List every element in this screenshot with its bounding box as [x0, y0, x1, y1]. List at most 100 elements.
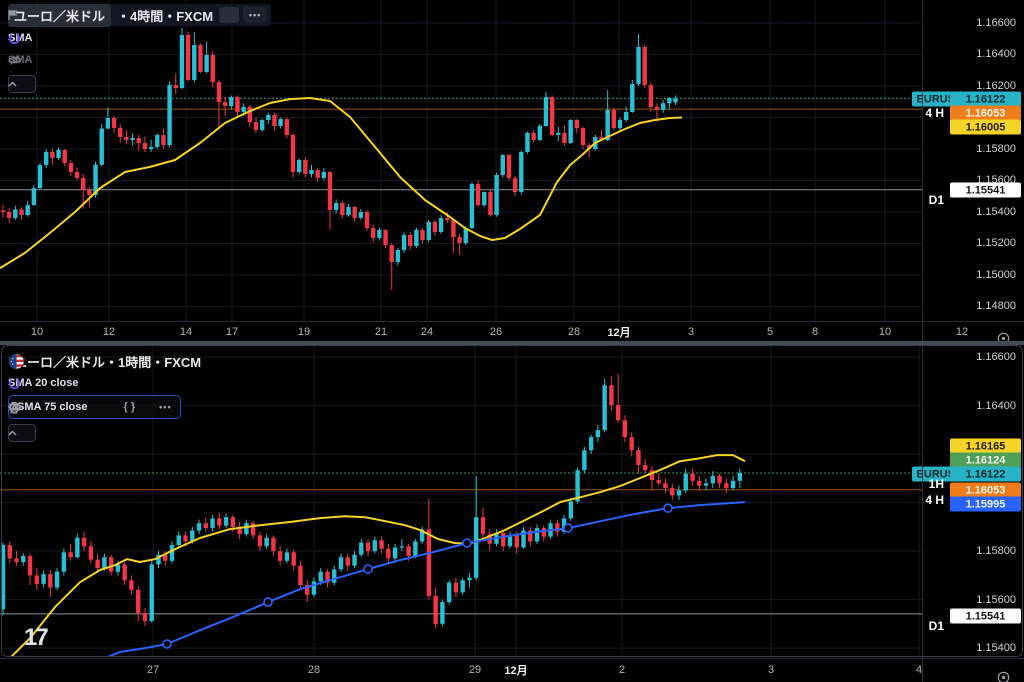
indicator-row-sma[interactable]: SMA: [8, 28, 39, 48]
bottom-chart-title[interactable]: ユーロ／米ドル・1時間・FXCM: [8, 351, 201, 371]
candle-body: [311, 581, 317, 595]
candle-body: [161, 134, 166, 146]
flag-icon[interactable]: [8, 7, 240, 23]
time-axis-label: 12: [955, 326, 969, 338]
time-axis-label: 4: [915, 664, 923, 676]
indicator-row-sma20[interactable]: SMA 20 close: [8, 373, 86, 393]
candle-body: [482, 191, 487, 206]
candle-body: [395, 249, 401, 263]
timeframe-label: D1: [928, 193, 944, 207]
candle-body: [389, 245, 394, 263]
candle-body: [105, 117, 111, 129]
gear-icon: [997, 671, 1010, 682]
candle-body: [156, 554, 161, 565]
symbol-chip[interactable]: ユーロ／米ドル: [8, 3, 112, 27]
time-axis-label: 12月: [607, 327, 631, 339]
candle-body: [642, 46, 647, 86]
price-axis-label: 1.16400: [976, 400, 1016, 412]
candle-body: [309, 169, 314, 175]
bottom-chart-legend: ユーロ／米ドル・1時間・FXCM SMA 20 close SMA 75 clo…: [8, 349, 201, 442]
candle-body: [636, 450, 641, 466]
candle-body: [192, 45, 197, 81]
top-time-axis[interactable]: 10 12 14 17 19 21 24 26 28 12月 3 5 8 10 12: [0, 321, 1024, 343]
candle-body: [724, 483, 729, 489]
indicator-label: SMA 20 close: [8, 377, 79, 389]
time-axis-label: 10: [878, 326, 892, 338]
candle-body: [420, 229, 425, 241]
bottom-chart-canvas[interactable]: [0, 345, 922, 657]
candle-body: [253, 122, 259, 130]
candle-body: [0, 545, 6, 610]
candle-body: [371, 228, 376, 238]
candle-body: [656, 480, 661, 484]
sma-line: [9, 454, 746, 657]
candle-body: [325, 571, 330, 583]
collapse-legend-button[interactable]: [8, 424, 36, 442]
candle-body: [623, 111, 629, 121]
candle-body: [377, 229, 382, 238]
timeframe-label: D1: [928, 619, 944, 633]
candle-body: [615, 405, 621, 421]
top-chart-title[interactable]: ユーロ／米ドル ・4時間・FXCM •••: [8, 3, 272, 27]
candle-body: [568, 120, 573, 144]
symbol-interval-broker: ユーロ／米ドル・1時間・FXCM: [14, 354, 202, 370]
candle-body: [43, 151, 49, 166]
candle-body: [588, 437, 594, 451]
top-price-axis[interactable]: 1.16600 1.16400 1.16200 1.15800 1.15600 1.154…: [911, 0, 1024, 321]
candle-body: [648, 85, 654, 107]
candle-body: [21, 555, 26, 563]
candle-body: [673, 98, 678, 103]
collapse-legend-button[interactable]: [8, 75, 36, 93]
sma-marker: [462, 538, 472, 548]
source-code-icon[interactable]: { }: [123, 401, 136, 413]
more-icon[interactable]: •••: [159, 402, 172, 412]
top-chart-canvas[interactable]: [0, 0, 922, 321]
candle-body: [432, 221, 438, 232]
candle-body: [14, 558, 19, 563]
price-axis-label: 1.16600: [976, 351, 1016, 363]
candle-body: [229, 97, 234, 106]
indicator-label: SMA 75 close: [17, 401, 88, 413]
candle-body: [467, 577, 472, 581]
candle-body: [643, 465, 648, 471]
candle-body: [663, 483, 668, 489]
indicator-row-sma-hidden[interactable]: SMA: [8, 50, 39, 70]
candle-body: [401, 234, 407, 250]
timeframe-label: 4 H: [925, 493, 944, 507]
candle-body: [710, 475, 715, 484]
pane-separator[interactable]: [0, 341, 1024, 345]
candle-body: [163, 554, 168, 561]
candle-body: [501, 532, 506, 547]
price-badge: 1.15541: [950, 608, 1021, 624]
candle-body: [13, 209, 18, 218]
candle-body: [250, 523, 256, 536]
candle-body: [237, 526, 242, 535]
candle-body: [315, 169, 320, 178]
candle-body: [327, 171, 333, 210]
sma-line: [104, 501, 746, 657]
candle-body: [386, 548, 391, 559]
bottom-time-axis[interactable]: 27 28 29 12月 2 3 4: [0, 659, 1024, 681]
candle-body: [445, 217, 450, 221]
tradingview-logo[interactable]: 17: [24, 624, 49, 651]
time-axis-label: 10: [30, 326, 44, 338]
candle-body: [488, 191, 493, 215]
candle-body: [185, 34, 191, 81]
interval-broker-label: ・4時間・FXCM: [117, 8, 214, 24]
candle-body: [41, 574, 46, 584]
candle-body: [318, 571, 323, 582]
indicator-row-sma75-selected[interactable]: SMA 75 close { } •••: [8, 395, 181, 419]
candle-body: [37, 165, 43, 189]
candle-body: [244, 523, 249, 535]
sma-marker: [162, 639, 172, 649]
candle-body: [118, 128, 123, 138]
candle-body: [611, 109, 617, 129]
candle-body: [364, 211, 370, 229]
candle-body: [358, 211, 364, 218]
candle-body: [717, 475, 722, 484]
candle-body: [155, 134, 160, 147]
candle-body: [507, 535, 513, 547]
more-options-icon[interactable]: •••: [243, 7, 268, 23]
candle-body: [451, 220, 456, 238]
bottom-price-axis[interactable]: 1.16600 1.16400 1.15800 1.15600 1.15400 1.161…: [911, 345, 1024, 657]
